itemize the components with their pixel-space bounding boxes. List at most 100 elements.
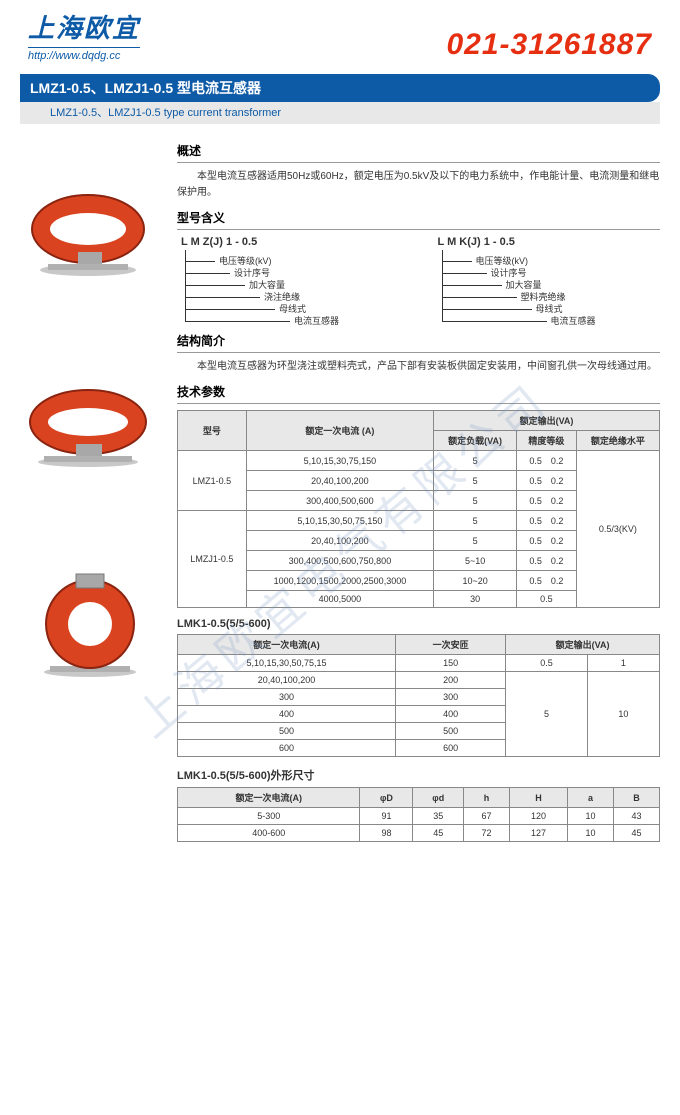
spec-table-2: 额定一次电流(A) 一次安匝 额定输出(VA) 5,10,15,30,50,75…	[177, 634, 660, 757]
content-column: 概述 本型电流互感器适用50Hz或60Hz，额定电压为0.5kV及以下的电力系统…	[177, 134, 660, 852]
model-line: 电压等级(kV)	[442, 250, 472, 262]
t1-cell: 5~10	[434, 551, 517, 571]
model1-lines: 电压等级(kV)设计序号加大容量浇注绝缘母线式电流互感器	[185, 250, 404, 322]
t2-cell: 150	[396, 655, 506, 672]
model-line: 母线式	[442, 298, 532, 310]
t1-h-load: 额定负载(VA)	[434, 431, 517, 451]
t1-cell: 20,40,100,200	[246, 471, 433, 491]
title-en: LMZ1-0.5、LMZJ1-0.5 type current transfor…	[20, 102, 660, 124]
t2-h-out: 额定输出(VA)	[506, 635, 660, 655]
t3-cell: 43	[614, 808, 660, 825]
t2-cell: 20,40,100,200	[178, 672, 396, 689]
t1-cell: 5	[434, 511, 517, 531]
t2-cell: 10	[587, 672, 659, 757]
t1-cell: 1000,1200,1500,2000,2500,3000	[246, 571, 433, 591]
model-line: 浇注绝缘	[185, 286, 260, 298]
t2-cell: 1	[587, 655, 659, 672]
t2-h-p: 额定一次电流(A)	[178, 635, 396, 655]
product-images-column	[20, 134, 165, 852]
t1-cell: 5	[434, 471, 517, 491]
t3-cell: 10	[568, 808, 614, 825]
t1-cell: 0.5	[517, 591, 577, 608]
model-line: 塑料壳绝缘	[442, 286, 517, 298]
overview-text: 本型电流互感器适用50Hz或60Hz，额定电压为0.5kV及以下的电力系统中，作…	[177, 169, 660, 201]
t2-cell: 600	[396, 740, 506, 757]
t3-header: a	[568, 788, 614, 808]
t1-insul: 0.5/3(KV)	[576, 451, 659, 608]
product-image-2	[20, 364, 160, 474]
t1-cell: 10~20	[434, 571, 517, 591]
t2-cell: 5,10,15,30,50,75,15	[178, 655, 396, 672]
company-block: 上海欧宜 http://www.dqdg.cc	[28, 8, 140, 62]
t1-cell: 5	[434, 531, 517, 551]
t2-cell: 500	[178, 723, 396, 740]
t3-cell: 400-600	[178, 825, 360, 842]
t3-cell: 91	[360, 808, 413, 825]
t3-cell: 98	[360, 825, 413, 842]
t1-cell: 5	[434, 491, 517, 511]
t1-cell: 5,10,15,30,50,75,150	[246, 511, 433, 531]
company-url: http://www.dqdg.cc	[28, 50, 140, 62]
t3-cell: 45	[413, 825, 464, 842]
model-line: 设计序号	[442, 262, 487, 274]
t3-header: H	[510, 788, 568, 808]
spec-table-1: 型号 额定一次电流 (A) 额定输出(VA) 额定负载(VA) 精度等级 额定绝…	[177, 410, 660, 608]
table3-label: LMK1-0.5(5/5-600)外形尺寸	[177, 767, 660, 783]
overview-title: 概述	[177, 142, 660, 163]
structure-text: 本型电流互感器为环型浇注或塑料壳式，产品下部有安装板供固定安装用，中间窗孔供一次…	[177, 359, 660, 375]
t1-cell: 20,40,100,200	[246, 531, 433, 551]
t1-cell: 300,400,500,600,750,800	[246, 551, 433, 571]
t2-cell: 200	[396, 672, 506, 689]
company-name: 上海欧宜	[28, 8, 140, 48]
model-diagram-1: L M Z(J) 1 - 0.5 电压等级(kV)设计序号加大容量浇注绝缘母线式…	[177, 236, 404, 322]
t3-header: 额定一次电流(A)	[178, 788, 360, 808]
t1-h-output: 额定输出(VA)	[434, 411, 660, 431]
product-image-1	[20, 174, 160, 284]
model-line: 设计序号	[185, 262, 230, 274]
t3-header: φd	[413, 788, 464, 808]
t3-cell: 10	[568, 825, 614, 842]
t1-cell: 0.5 0.2	[517, 511, 577, 531]
model-line: 电压等级(kV)	[185, 250, 215, 262]
t1-model-b: LMZJ1-0.5	[178, 511, 247, 608]
t1-h-acc: 精度等级	[517, 431, 577, 451]
t1-cell: 0.5 0.2	[517, 531, 577, 551]
t3-cell: 67	[464, 808, 510, 825]
t1-cell: 5	[434, 451, 517, 471]
title-bar: LMZ1-0.5、LMZJ1-0.5 型电流互感器	[20, 74, 660, 102]
model-line: 母线式	[185, 298, 275, 310]
t2-cell: 5	[506, 672, 588, 757]
t2-cell: 300	[178, 689, 396, 706]
t2-cell: 300	[396, 689, 506, 706]
structure-title: 结构简介	[177, 332, 660, 353]
t1-h-insul: 额定绝缘水平	[576, 431, 659, 451]
t1-cell: 0.5 0.2	[517, 451, 577, 471]
model-line: 加大容量	[185, 274, 245, 286]
model2-lines: 电压等级(kV)设计序号加大容量塑料壳绝缘母线式电流互感器	[442, 250, 661, 322]
model-line-label: 电流互感器	[290, 314, 339, 327]
t3-header: B	[614, 788, 660, 808]
title-cn: LMZ1-0.5、LMZJ1-0.5 型电流互感器	[30, 80, 261, 96]
t1-cell: 0.5 0.2	[517, 551, 577, 571]
model-diagrams: L M Z(J) 1 - 0.5 电压等级(kV)设计序号加大容量浇注绝缘母线式…	[177, 236, 660, 322]
t3-cell: 127	[510, 825, 568, 842]
product-image-3	[20, 554, 160, 664]
t3-cell: 45	[614, 825, 660, 842]
page-header: 上海欧宜 http://www.dqdg.cc 021-31261887	[0, 0, 680, 66]
t3-cell: 72	[464, 825, 510, 842]
table2-label: LMK1-0.5(5/5-600)	[177, 618, 660, 630]
t2-cell: 400	[178, 706, 396, 723]
tech-title: 技术参数	[177, 383, 660, 404]
content: 概述 本型电流互感器适用50Hz或60Hz，额定电压为0.5kV及以下的电力系统…	[0, 124, 680, 852]
spec-table-3: 额定一次电流(A)φDφdhHaB 5-3009135671201043400-…	[177, 787, 660, 842]
t1-model-a: LMZ1-0.5	[178, 451, 247, 511]
t3-header: φD	[360, 788, 413, 808]
t3-cell: 5-300	[178, 808, 360, 825]
t1-cell: 0.5 0.2	[517, 571, 577, 591]
model-line: 加大容量	[442, 274, 502, 286]
model-diagram-2: L M K(J) 1 - 0.5 电压等级(kV)设计序号加大容量塑料壳绝缘母线…	[434, 236, 661, 322]
t2-cell: 500	[396, 723, 506, 740]
t1-cell: 30	[434, 591, 517, 608]
t2-cell: 400	[396, 706, 506, 723]
model2-letters: L M K(J) 1 - 0.5	[434, 236, 661, 248]
